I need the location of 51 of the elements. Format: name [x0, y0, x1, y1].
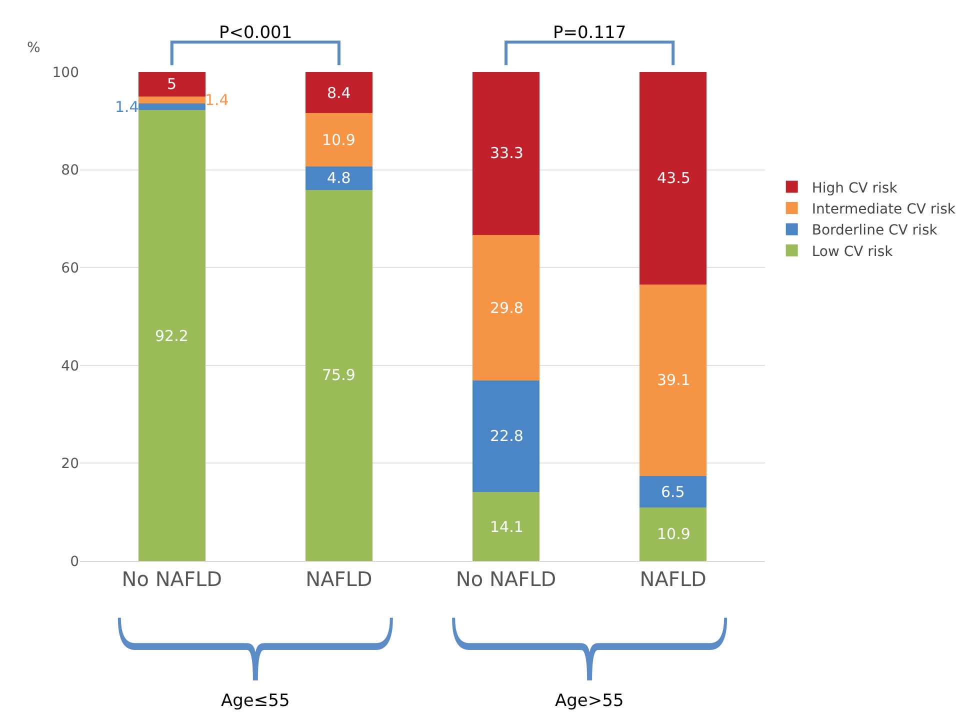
y-tick-label: 20	[61, 456, 79, 472]
bar	[472, 492, 540, 561]
bar	[472, 234, 540, 381]
y-tick-label: 80	[61, 162, 79, 179]
data-label: 22.8	[490, 427, 524, 445]
data-label: 10.9	[657, 525, 690, 543]
bar	[138, 72, 206, 96]
data-label: 10.9	[322, 131, 356, 149]
bar	[640, 476, 707, 508]
text: Age≤55	[221, 691, 290, 711]
bar	[306, 190, 372, 561]
bar	[472, 72, 540, 235]
bar	[640, 284, 707, 476]
data-label: 33.3	[490, 144, 524, 162]
bar	[640, 508, 707, 561]
legend-label: High CV risk	[812, 180, 898, 196]
bar	[306, 166, 372, 190]
bar	[306, 113, 372, 166]
x-tick-label: No NAFLD	[122, 567, 222, 591]
data-label: 92.2	[155, 327, 188, 345]
bar	[306, 72, 372, 114]
data-label: 4.8	[327, 169, 351, 187]
bar	[472, 380, 540, 492]
data-label: 1.4	[115, 98, 139, 116]
y-tick-label: 100	[52, 64, 79, 81]
bar	[640, 72, 707, 285]
data-label: 14.1	[490, 518, 524, 536]
y-axis-title: %	[27, 40, 40, 56]
bar	[138, 103, 206, 110]
x-tick-label: NAFLD	[640, 567, 706, 591]
bar	[138, 96, 206, 104]
text: P=0.117	[553, 23, 626, 43]
bar	[138, 110, 206, 561]
text: Age>55	[555, 691, 624, 711]
legend-label: Low CV risk	[812, 244, 894, 260]
x-tick-label: No NAFLD	[456, 567, 556, 591]
data-label: 39.1	[657, 371, 690, 389]
data-label: 8.4	[327, 84, 351, 102]
data-label: 75.9	[322, 366, 356, 384]
y-tick-label: 40	[61, 358, 79, 374]
data-label: 6.5	[661, 483, 685, 501]
x-tick-label: NAFLD	[306, 567, 372, 591]
data-label: 5	[167, 75, 177, 93]
data-label: 43.5	[657, 169, 690, 187]
y-tick-label: 0	[70, 554, 79, 570]
legend-label: Intermediate CV risk	[812, 201, 956, 218]
data-label: 1.4	[205, 91, 229, 109]
data-label: 29.8	[490, 299, 524, 317]
y-tick-label: 60	[61, 260, 79, 276]
text: P<0.001	[219, 23, 292, 43]
legend-label: Borderline CV risk	[812, 222, 938, 239]
